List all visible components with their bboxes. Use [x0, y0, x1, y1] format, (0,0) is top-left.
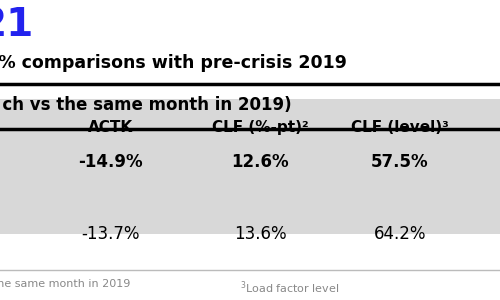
- Text: CLF (%-pt)²: CLF (%-pt)²: [212, 120, 308, 135]
- Text: 21: 21: [0, 6, 34, 44]
- Text: n % comparisons with pre-crisis 2019: n % comparisons with pre-crisis 2019: [0, 54, 347, 72]
- Text: 57.5%: 57.5%: [371, 153, 429, 171]
- Text: 64.2%: 64.2%: [374, 225, 426, 243]
- Text: ACTK: ACTK: [88, 120, 132, 135]
- Text: 12.6%: 12.6%: [231, 153, 289, 171]
- Text: s. the same month in 2019: s. the same month in 2019: [0, 279, 130, 289]
- Text: $^3$Load factor level: $^3$Load factor level: [240, 279, 340, 296]
- Text: CLF (level)³: CLF (level)³: [351, 120, 449, 135]
- Text: -13.7%: -13.7%: [81, 225, 139, 243]
- Text: 13.6%: 13.6%: [234, 225, 286, 243]
- Bar: [0, 99, 500, 234]
- Text: -14.9%: -14.9%: [78, 153, 142, 171]
- Text: % ch vs the same month in 2019): % ch vs the same month in 2019): [0, 96, 292, 114]
